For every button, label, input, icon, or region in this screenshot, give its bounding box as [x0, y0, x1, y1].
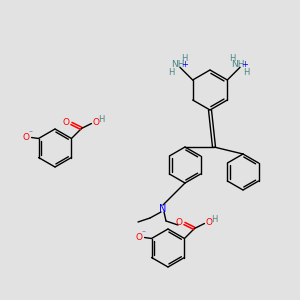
Text: H: H — [229, 54, 235, 63]
Text: O: O — [206, 218, 213, 227]
Text: O: O — [135, 233, 142, 242]
Text: H: H — [211, 215, 218, 224]
Text: NH: NH — [231, 60, 245, 69]
Text: H: H — [168, 68, 174, 77]
Text: H: H — [181, 54, 187, 63]
Text: O: O — [63, 118, 70, 127]
Text: +: + — [182, 60, 188, 69]
Text: O: O — [22, 133, 29, 142]
Text: ⁻: ⁻ — [142, 228, 146, 237]
Text: +: + — [242, 60, 248, 69]
Text: O: O — [93, 118, 100, 127]
Text: ⁻: ⁻ — [28, 128, 32, 137]
Text: N: N — [159, 204, 167, 214]
Text: H: H — [98, 115, 105, 124]
Text: O: O — [176, 218, 183, 227]
Text: NH: NH — [171, 60, 185, 69]
Text: H: H — [243, 68, 249, 77]
